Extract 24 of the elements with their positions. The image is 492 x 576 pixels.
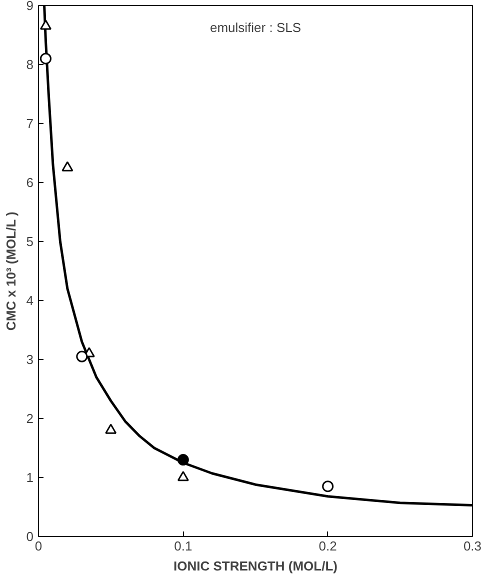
point — [76, 350, 88, 362]
x-tick-label: 0.1 — [174, 538, 192, 554]
y-axis-title: CMC x 10³ (MOL/L ) — [3, 212, 18, 331]
y-tick-label: 4 — [26, 293, 34, 308]
x-tick-label: 0.3 — [463, 538, 482, 554]
y-tick-label: 7 — [26, 116, 34, 131]
y-tick-label: 1 — [26, 470, 34, 485]
point — [40, 20, 52, 30]
y-tick-label: 3 — [26, 352, 34, 367]
x-tick-label: 0.2 — [318, 538, 337, 554]
y-tick-label: 2 — [26, 411, 34, 426]
point — [105, 424, 117, 434]
point — [177, 454, 189, 466]
annotation: emulsifier : SLS — [210, 20, 302, 35]
x-axis-title: IONIC STRENGTH (MOL/L) — [174, 558, 338, 574]
y-tick-label: 8 — [26, 57, 34, 72]
point — [40, 52, 52, 64]
point — [322, 480, 334, 492]
point — [62, 161, 74, 172]
y-tick-label: 9 — [26, 0, 34, 13]
point — [177, 470, 189, 482]
y-tick-label: 0 — [26, 529, 34, 544]
y-tick-label: 6 — [26, 175, 34, 190]
y-tick-label: 5 — [26, 234, 34, 249]
